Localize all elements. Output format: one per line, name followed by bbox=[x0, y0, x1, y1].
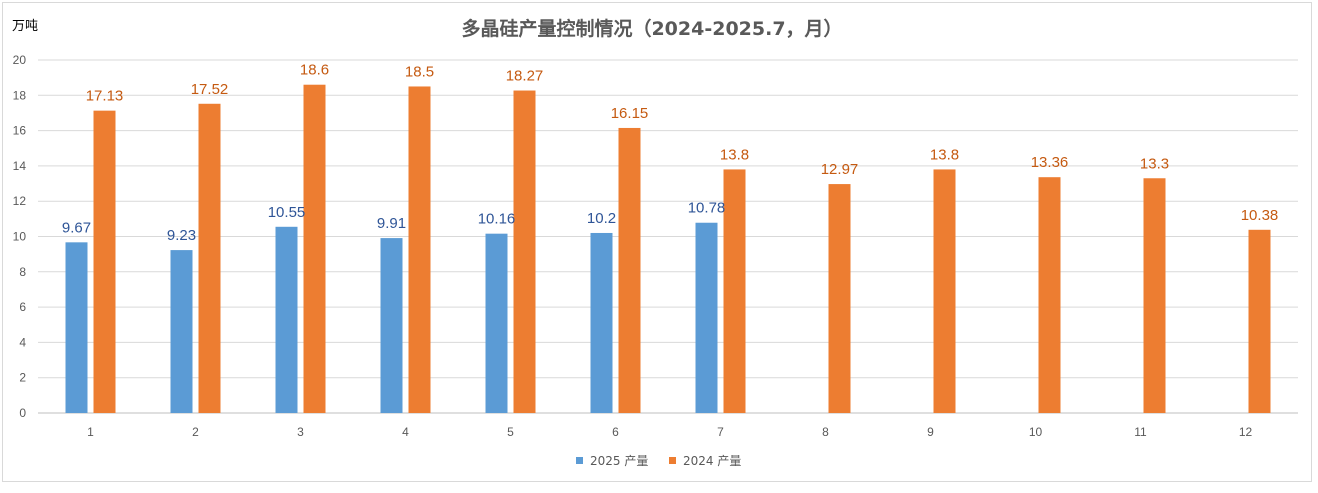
data-label: 10.2 bbox=[587, 210, 616, 227]
bar-series-2024 bbox=[828, 184, 851, 413]
y-tick-label: 12 bbox=[13, 194, 27, 208]
y-tick-label: 20 bbox=[13, 53, 27, 67]
data-label: 18.6 bbox=[300, 62, 329, 79]
legend-swatch bbox=[669, 457, 676, 464]
data-label: 18.5 bbox=[405, 63, 434, 80]
y-tick-label: 4 bbox=[19, 335, 26, 349]
y-tick-label: 18 bbox=[13, 88, 27, 102]
data-label: 18.27 bbox=[506, 68, 544, 85]
x-tick-label: 10 bbox=[1029, 425, 1043, 439]
chart-title: 多晶硅产量控制情况（2024-2025.7，月） bbox=[461, 17, 842, 40]
data-label: 9.23 bbox=[167, 227, 196, 244]
bar-series-2024 bbox=[513, 90, 536, 414]
x-tick-label: 9 bbox=[927, 425, 934, 439]
bar-series-2024 bbox=[1248, 229, 1271, 413]
data-label: 10.38 bbox=[1241, 207, 1279, 224]
legend: 2025 产量 2024 产量 bbox=[576, 454, 741, 468]
bar-series-2024 bbox=[1038, 177, 1061, 413]
x-tick-label: 4 bbox=[402, 425, 409, 439]
data-labels: 9.67 17.13 9.23 17.52 10.55 18.6 9.91 18.5 10.16… bbox=[62, 62, 1278, 244]
legend-label: 2025 产量 bbox=[590, 454, 648, 468]
bar-series-2024 bbox=[723, 169, 746, 413]
data-label: 13.8 bbox=[930, 146, 959, 163]
y-tick-label: 8 bbox=[19, 265, 26, 279]
bar-series-2024 bbox=[303, 84, 326, 414]
bar-series-2024 bbox=[618, 127, 641, 413]
bar-series-2025 bbox=[590, 232, 613, 413]
x-tick-label: 7 bbox=[717, 425, 724, 439]
x-tick-label: 2 bbox=[192, 425, 199, 439]
data-label: 10.55 bbox=[268, 204, 306, 221]
y-tick-label: 0 bbox=[19, 406, 26, 420]
bar-series-2024 bbox=[93, 110, 116, 413]
bar-series-2024 bbox=[198, 103, 221, 413]
bar-series-2024 bbox=[1143, 178, 1166, 413]
bar-series-2025 bbox=[485, 233, 508, 413]
bar-series-2025 bbox=[170, 250, 193, 413]
bar-series-2024 bbox=[933, 169, 956, 413]
data-label: 12.97 bbox=[821, 161, 859, 178]
y-tick-label: 2 bbox=[19, 371, 26, 385]
y-axis-unit-label: 万吨 bbox=[12, 19, 38, 34]
x-tick-label: 3 bbox=[297, 425, 304, 439]
data-label: 17.13 bbox=[86, 88, 124, 105]
data-label: 16.15 bbox=[611, 105, 649, 122]
data-label: 10.78 bbox=[688, 200, 726, 217]
x-tick-label: 6 bbox=[612, 425, 619, 439]
data-label: 17.52 bbox=[191, 81, 229, 98]
data-label: 13.3 bbox=[1140, 155, 1169, 172]
x-tick-label: 1 bbox=[87, 425, 94, 439]
bars bbox=[65, 84, 1271, 414]
y-tick-label: 16 bbox=[13, 124, 27, 138]
data-label: 13.8 bbox=[720, 146, 749, 163]
y-tick-label: 14 bbox=[13, 159, 27, 173]
bar-series-2025 bbox=[695, 222, 718, 413]
bar-series-2024 bbox=[408, 86, 431, 413]
x-tick-label: 12 bbox=[1239, 425, 1253, 439]
x-tick-label: 11 bbox=[1134, 425, 1147, 439]
bar-series-2025 bbox=[65, 242, 88, 413]
gridlines bbox=[38, 59, 1298, 414]
data-label: 9.91 bbox=[377, 215, 406, 232]
legend-label: 2024 产量 bbox=[683, 454, 741, 468]
data-label: 13.36 bbox=[1031, 154, 1069, 171]
data-label: 9.67 bbox=[62, 219, 91, 236]
y-tick-label: 6 bbox=[19, 300, 26, 314]
y-tick-label: 10 bbox=[13, 230, 27, 244]
x-tick-label: 5 bbox=[507, 425, 514, 439]
bar-series-2025 bbox=[380, 238, 403, 413]
bar-series-2025 bbox=[275, 226, 298, 413]
legend-swatch bbox=[576, 457, 583, 464]
data-label: 10.16 bbox=[478, 211, 516, 228]
x-tick-label: 8 bbox=[822, 425, 829, 439]
x-axis-ticks: 1 2 3 4 5 6 7 8 9 10 11 12 bbox=[87, 425, 1252, 439]
y-axis-ticks: 0 2 4 6 8 10 12 14 16 18 20 bbox=[13, 53, 27, 420]
